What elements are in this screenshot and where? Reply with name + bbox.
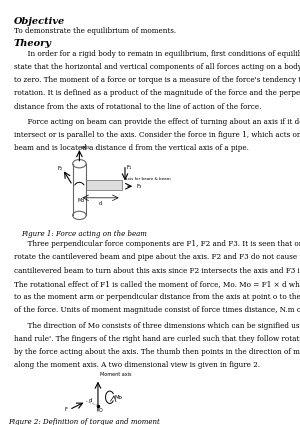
Text: Figure 1: Force acting on the beam: Figure 1: Force acting on the beam (22, 230, 147, 238)
Text: distance from the axis of rotational to the line of action of the force.: distance from the axis of rotational to … (14, 102, 261, 110)
Text: F₃: F₃ (137, 184, 142, 189)
Text: to zero. The moment of a force or torque is a measure of the force's tendency to: to zero. The moment of a force or torque… (14, 76, 300, 84)
Text: The rotational effect of F1 is called the moment of force, Mo. Mo = F1 × d where: The rotational effect of F1 is called th… (14, 280, 300, 288)
Text: by the force acting about the axis. The thumb then points in the direction of mo: by the force acting about the axis. The … (14, 348, 300, 356)
Text: F₁: F₁ (127, 165, 132, 170)
Text: To demonstrate the equilibrium of moments.: To demonstrate the equilibrium of moment… (14, 27, 175, 35)
Text: d: d (99, 201, 102, 206)
Text: rotation. It is defined as a product of the magnitude of the force and the perpe: rotation. It is defined as a product of … (14, 89, 300, 97)
Text: In order for a rigid body to remain in equilibrium, first conditions of equilibr: In order for a rigid body to remain in e… (14, 50, 300, 58)
Text: F₂: F₂ (57, 166, 63, 171)
Text: Three perpendicular force components are F1, F2 and F3. It is seen that only F1 : Three perpendicular force components are… (14, 240, 300, 248)
Text: Mo: Mo (78, 198, 85, 203)
Text: Mo: Mo (114, 395, 122, 400)
Bar (86, 181, 122, 190)
Text: hand rule'. The fingers of the right hand are curled such that they follow rotat: hand rule'. The fingers of the right han… (14, 335, 300, 343)
Text: Moment axis: Moment axis (100, 371, 131, 377)
Text: intersect or is parallel to the axis. Consider the force in figure 1, which acts: intersect or is parallel to the axis. Co… (14, 131, 300, 139)
Text: axis: axis (81, 144, 91, 150)
Text: O: O (99, 408, 103, 413)
Text: to as the moment arm or perpendicular distance from the axis at point o to the l: to as the moment arm or perpendicular di… (14, 293, 300, 301)
Text: The direction of Mo consists of three dimensions which can be signified using th: The direction of Mo consists of three di… (14, 322, 300, 330)
Text: F: F (64, 407, 68, 412)
Text: Objective: Objective (14, 17, 65, 26)
Text: axis for beam & beam: axis for beam & beam (125, 177, 171, 181)
Text: cantilievered beam to turn about this axis since F2 intersects the axis and F3 i: cantilievered beam to turn about this ax… (14, 266, 300, 275)
Text: state that the horizontal and vertical components of all forces acting on a body: state that the horizontal and vertical c… (14, 63, 300, 71)
Text: Figure 2: Definition of torque and moment: Figure 2: Definition of torque and momen… (8, 418, 160, 425)
Text: rotate the cantilevered beam and pipe about the axis. F2 and F3 do not cause the: rotate the cantilevered beam and pipe ab… (14, 253, 300, 261)
Text: Force acting on beam can provide the effect of turning about an axis if it does : Force acting on beam can provide the eff… (14, 118, 300, 126)
Text: Theory: Theory (14, 39, 51, 48)
Text: beam and is located a distance d from the vertical axis of a pipe.: beam and is located a distance d from th… (14, 144, 248, 152)
Text: of the force. Units of moment magnitude consist of force times distance, N.m or : of the force. Units of moment magnitude … (14, 306, 300, 314)
Text: along the moment axis. A two dimensional view is given in figure 2.: along the moment axis. A two dimensional… (14, 361, 260, 369)
Text: d: d (89, 399, 92, 403)
